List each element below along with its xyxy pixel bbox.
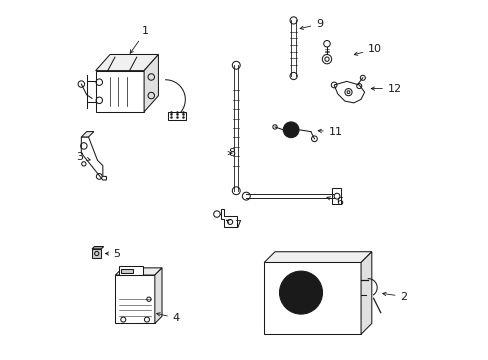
Text: 9: 9 (300, 19, 323, 30)
Text: 3: 3 (77, 152, 90, 162)
Text: 10: 10 (353, 44, 382, 55)
Circle shape (279, 271, 322, 314)
Polygon shape (333, 81, 364, 103)
Text: 8: 8 (227, 148, 235, 158)
Bar (168, 112, 186, 120)
Polygon shape (96, 54, 158, 71)
Polygon shape (92, 247, 103, 249)
Polygon shape (121, 269, 133, 273)
Text: 2: 2 (382, 292, 407, 302)
Text: 12: 12 (370, 84, 401, 94)
Polygon shape (115, 268, 162, 275)
Text: 6: 6 (326, 197, 342, 207)
Polygon shape (81, 132, 94, 137)
Text: 11: 11 (318, 127, 342, 136)
Polygon shape (144, 54, 158, 112)
Polygon shape (332, 188, 341, 204)
Text: 4: 4 (156, 312, 180, 323)
Polygon shape (92, 249, 101, 258)
Polygon shape (155, 268, 162, 323)
Circle shape (283, 122, 298, 138)
Polygon shape (81, 137, 106, 180)
Text: 1: 1 (130, 26, 149, 53)
Text: 5: 5 (105, 248, 121, 258)
Polygon shape (221, 209, 237, 226)
Polygon shape (264, 252, 371, 262)
Polygon shape (115, 275, 155, 323)
Polygon shape (96, 71, 144, 112)
Text: 7: 7 (226, 220, 241, 230)
Polygon shape (360, 252, 371, 334)
Polygon shape (119, 266, 142, 275)
Polygon shape (264, 262, 360, 334)
